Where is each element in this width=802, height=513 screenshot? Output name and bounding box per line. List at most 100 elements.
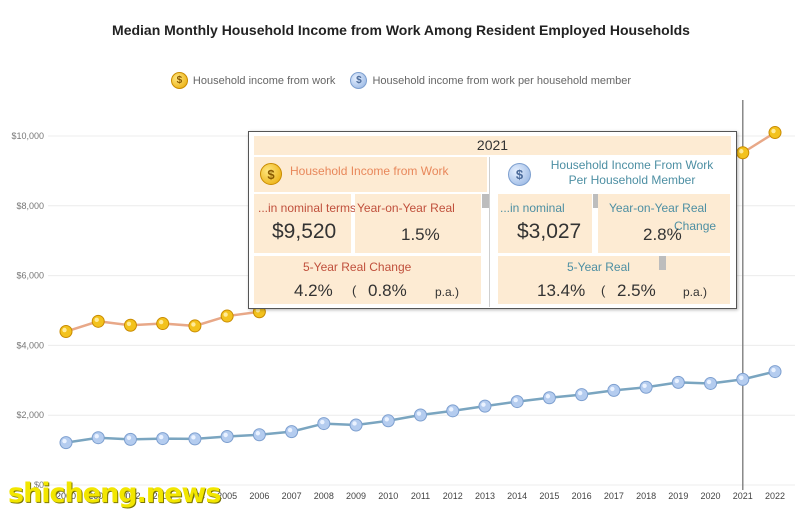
x-tick-label: 2004 [185,491,205,501]
scroll-mark [659,256,666,270]
y-tick-label: $8,000 [16,201,44,211]
coin-highlight [610,386,615,392]
tooltip-right-nominal-label: ...in nominal [500,201,565,215]
coin-highlight [771,367,776,373]
x-tick-label: 2011 [411,491,430,501]
tooltip-right-paren: ( [601,283,606,298]
coin-highlight [62,438,67,444]
coin-highlight [255,308,261,313]
coin-highlight [739,149,744,154]
x-tick-label: 2010 [378,491,398,501]
x-tick-label: 2019 [668,491,688,501]
x-tick-label: 2001 [88,491,108,501]
gold-coin-icon: $ [170,72,188,89]
coin-highlight [62,327,67,333]
coin-highlight [706,379,712,385]
silver-coin-icon: $ [508,163,531,186]
scroll-mark [593,194,600,208]
x-tick-label: 2018 [636,491,656,501]
tooltip-year-box [254,136,731,155]
coin-highlight [126,321,132,326]
tooltip-right-five-label: 5-Year Real [567,260,630,274]
chart-title: Median Monthly Household Income from Wor… [112,22,690,38]
x-tick-label: 2013 [475,491,495,501]
chart-legend: $ Household income from work $ Household… [0,72,802,89]
tooltip-right-yoy-value: 2.8% [643,225,682,244]
legend-item-household[interactable]: $ Household income from work [170,72,336,89]
coin-highlight [771,128,776,134]
x-tick-label: 2021 [733,491,753,501]
x-tick-label: 2015 [539,491,559,501]
tooltip-left-paren: ( [352,283,357,298]
coin-highlight [158,434,164,440]
tooltip-right-yoy-box [598,194,730,253]
tooltip-right-five-value: 13.4% [537,281,586,300]
coin-highlight [223,312,228,317]
legend-label-per-member: Household income from work per household… [372,74,632,87]
coin-highlight [255,431,261,436]
watermark: shicheng.news [8,478,221,509]
tooltip-left-pa-label: p.a.) [435,285,460,299]
coin-highlight [416,411,422,416]
tooltip-right-five-box [498,256,730,304]
y-tick-label: $10,000 [11,131,44,141]
coin-highlight [191,435,196,440]
coin-highlight [126,435,132,441]
x-tick-label: 2000 [56,491,76,501]
tooltip-left-five-box [254,256,481,304]
coin-highlight [320,419,325,425]
tooltip-left-yoy-value: 1.5% [401,225,440,244]
coin-highlight [674,378,680,384]
x-tick-label: 2007 [282,491,302,501]
tooltip-right-yoy-label2: Change [674,219,717,233]
tooltip-left-five-value: 4.2% [294,281,333,300]
tooltip-right-title: Household Income From Work Per Household… [537,158,727,188]
y-tick-label: $6,000 [16,271,44,281]
hover-tooltip: 2021 $ Household Income from Work ...in … [248,131,737,309]
x-tick-label: 2020 [701,491,721,501]
tooltip-left-five-label: 5-Year Real Change [303,260,412,274]
silver-coin-icon: $ [350,72,368,89]
tooltip-right-title-line1: Household Income From Work [550,158,714,172]
coin-highlight [352,421,357,426]
tooltip-left-yoy-box [355,194,481,253]
tooltip-right-nominal-value: $3,027 [517,220,582,243]
tooltip-right-yoy-label: Year-on-Year Real [609,201,707,215]
gold-coin-icon: $ [260,163,282,185]
coin-highlight [287,427,293,433]
tooltip-right-pa-value: 2.5% [617,281,656,300]
coin-highlight [158,319,164,325]
tooltip-left-title: Household Income from Work [290,164,449,178]
coin-highlight [545,394,551,399]
coin-highlight [577,390,583,396]
y-tick-label: $2,000 [16,410,44,420]
x-tick-label: 2008 [314,491,334,501]
coin-highlight [642,383,647,388]
scroll-mark [482,194,489,208]
x-tick-label: 2012 [443,491,463,501]
tooltip-right-nominal-box [498,194,592,253]
coin-highlight [513,397,518,403]
coin-highlight [223,432,228,438]
tooltip-left-nominal-box [254,194,351,253]
x-tick-label: 2017 [604,491,624,501]
x-tick-label: 2014 [507,491,527,501]
tooltip-right-pa-label: p.a.) [683,285,708,299]
coin-highlight [94,317,99,323]
coin-highlight [384,417,389,422]
coin-highlight [94,434,99,439]
coin-highlight [481,402,486,407]
x-tick-label: 2022 [765,491,785,501]
x-tick-label: 2016 [572,491,592,501]
x-tick-label: 2002 [120,491,140,501]
x-tick-label: 2003 [153,491,173,501]
legend-label-household: Household income from work [192,74,336,87]
legend-item-per-member[interactable]: $ Household income from work per househo… [350,72,631,89]
tooltip-right-title-line2: Per Household Member [568,173,696,187]
coin-highlight [191,322,196,327]
series-line [65,370,776,444]
y-tick-label: $0 [34,480,44,490]
tooltip-year: 2021 [476,137,509,153]
tooltip-left-nominal-label: ...in nominal terms [258,201,357,215]
tooltip-left-header-box [254,157,487,192]
